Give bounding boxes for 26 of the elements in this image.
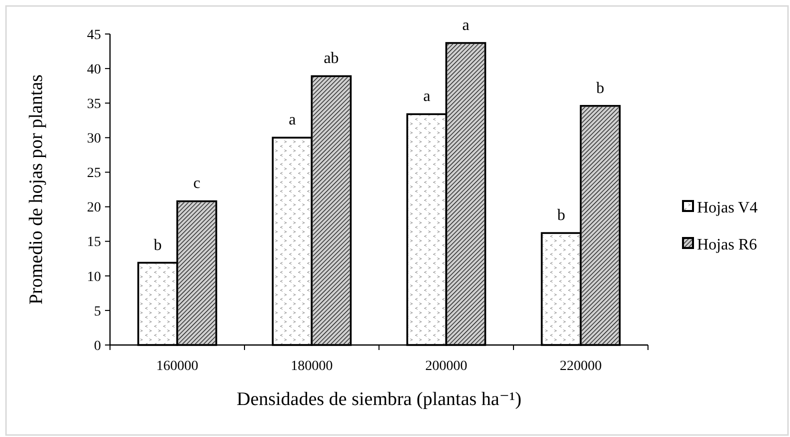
y-tick-label: 0 <box>94 338 101 354</box>
y-tick-label: 20 <box>87 200 101 216</box>
annotation: a <box>288 112 296 129</box>
y-tick-label: 40 <box>87 62 101 78</box>
x-tick-label: 160000 <box>156 359 198 374</box>
annotation: ab <box>324 50 339 68</box>
annotation: a <box>462 16 470 34</box>
x-axis-title: Densidades de siembra (plantas ha⁻¹) <box>236 389 522 410</box>
x-tick-label: 220000 <box>560 359 602 374</box>
annotation: c <box>193 175 200 192</box>
y-tick-label: 25 <box>87 166 101 182</box>
y-tick-label: 15 <box>87 235 101 250</box>
annotation: b <box>557 207 566 224</box>
legend-label: Hojas V4 <box>697 200 758 217</box>
y-tick-label: 5 <box>94 304 101 320</box>
y-axis-title: Promedio de hojas por plantas <box>26 74 47 305</box>
legend-label: Hojas R6 <box>697 236 757 254</box>
y-tick-label: 45 <box>87 28 101 43</box>
x-tick-label: 180000 <box>290 359 333 374</box>
y-tick-label: 10 <box>87 270 101 285</box>
annotation: b <box>596 80 604 97</box>
x-tick-label: 200000 <box>425 359 468 374</box>
y-tick-label: 30 <box>87 132 101 147</box>
annotation: b <box>154 236 162 254</box>
annotation: a <box>423 88 430 106</box>
y-tick-label: 35 <box>87 97 101 112</box>
